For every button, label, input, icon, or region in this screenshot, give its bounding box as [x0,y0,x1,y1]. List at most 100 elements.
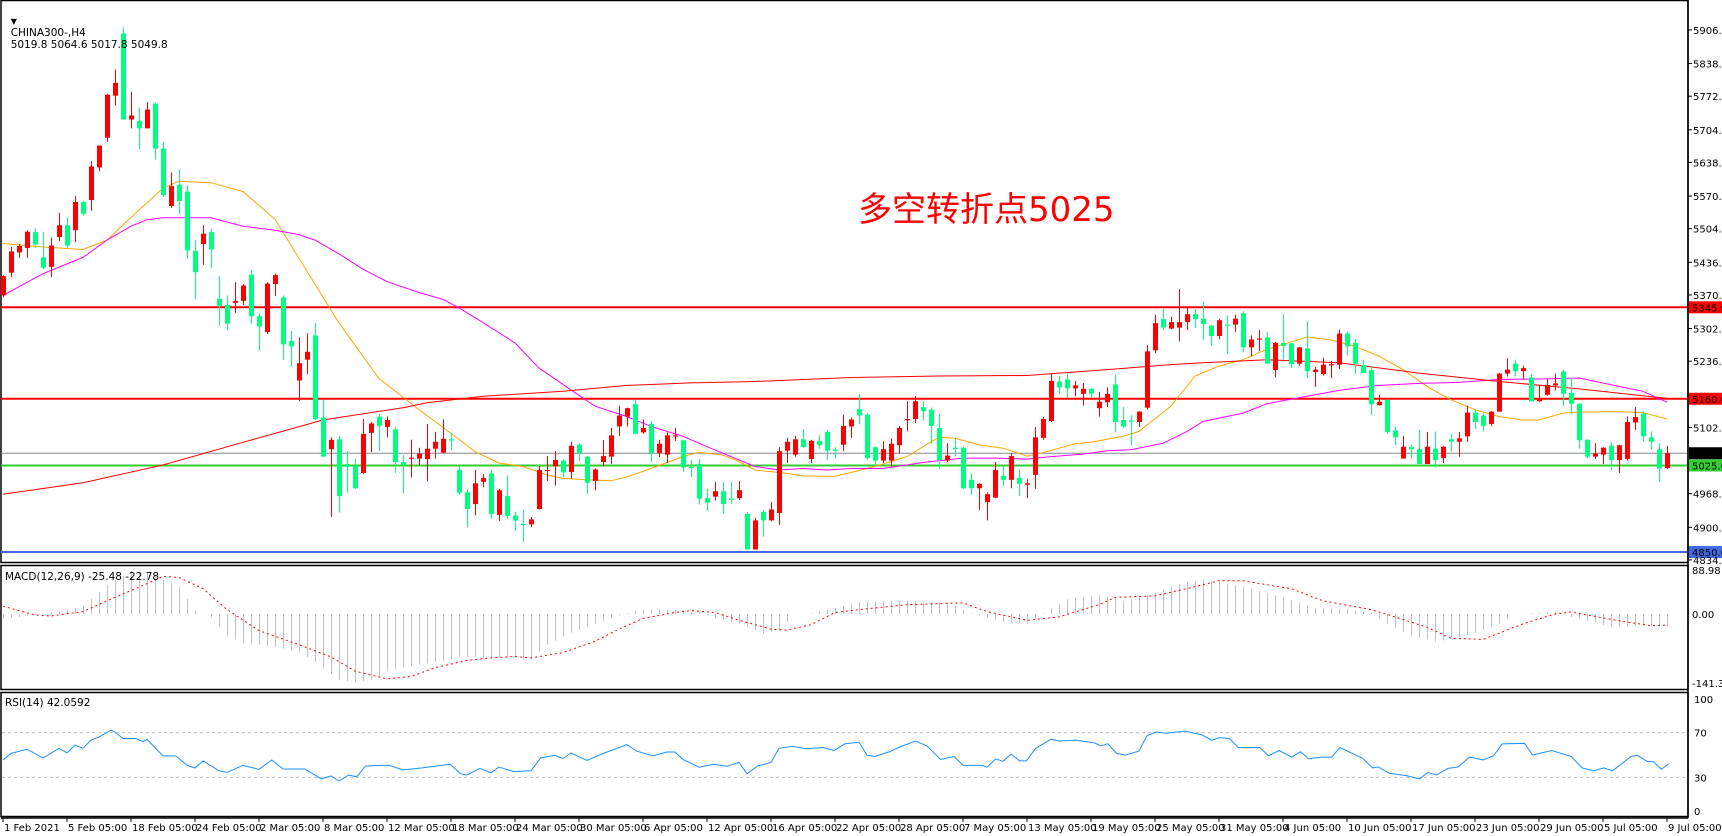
candle-body [377,416,382,426]
candle-body [1161,319,1166,328]
candle-body [1489,411,1494,424]
candle-body [265,283,270,333]
candle-body [1281,342,1286,346]
candle-93 [745,511,750,550]
macd-panel [2,571,1668,683]
price-tick-label: 5436.0 [1693,258,1722,269]
candle-body [49,245,54,267]
candle-body [1249,339,1254,348]
candle-body [9,251,14,273]
candle-body [921,407,926,412]
candle-body [1113,384,1118,422]
candle-body [489,473,494,514]
candle-body [241,285,246,301]
candle-body [601,456,606,463]
candle-body [833,449,838,451]
candle-118 [945,443,950,463]
candle-53 [425,423,430,482]
candle-81 [649,421,654,463]
price-tick-label: 5906.0 [1693,26,1722,37]
candle-body [561,460,566,473]
candle-body [1313,369,1318,373]
time-tick-label: 8 Mar 05:00 [324,823,384,834]
candle-125 [1001,466,1006,487]
candle-129 [1033,426,1038,489]
rsi-line [2,729,1669,782]
candle-62 [497,488,502,521]
candle-206 [1649,431,1654,450]
candle-48 [385,416,390,438]
candle-body [1409,447,1414,450]
candle-body [1521,368,1526,372]
time-tick-label: 10 Jun 05:00 [1348,823,1412,834]
candle-197 [1577,403,1582,449]
candle-115 [921,401,926,421]
macd-tick-label: 0.00 [1692,610,1714,621]
candle-body [385,420,390,427]
candle-18 [145,102,150,129]
dropdown-triangle-icon[interactable]: ▼ [10,17,17,26]
candle-193 [1545,379,1550,396]
candle-65 [521,509,526,543]
candle-body [105,94,110,138]
candle-170 [1361,359,1366,374]
time-tick-label: 22 Apr 05:00 [836,823,901,834]
candle-body [1257,338,1262,340]
candle-24 [193,240,198,300]
level-tag-4850.0 [1689,546,1722,559]
candle-body [1465,412,1470,437]
candle-195 [1561,369,1566,407]
macd-panel-frame [0,564,1689,691]
candle-body [1065,379,1070,389]
candle-body [169,186,174,206]
candle-135 [1081,382,1086,406]
candle-106 [849,417,854,438]
candle-body [497,490,502,515]
level-tag-text: 5160.0 [1692,395,1722,406]
candle-5 [41,232,46,270]
macd-tick-label: -141.39 [1692,679,1722,690]
candle-body [41,257,46,268]
candle-body [57,225,62,238]
candle-body [1545,384,1550,395]
candle-105 [841,414,846,452]
ohlc-readout: 5019.8 5064.6 5017.8 5049.8 [10,39,168,51]
candle-body [1441,446,1446,459]
candle-175 [1401,435,1406,459]
candle-body [361,433,366,473]
candle-23 [185,185,190,259]
candle-body [1369,370,1374,405]
candle-31 [249,269,254,324]
candle-152 [1217,318,1222,340]
candle-body [249,274,254,317]
candle-body [329,439,334,450]
candle-171 [1369,365,1374,416]
price-tick-label: 4900.0 [1693,523,1722,534]
candle-body [185,191,190,251]
candle-190 [1521,365,1526,380]
candle-75 [601,440,606,467]
candle-33 [265,282,270,334]
candle-body [841,425,846,445]
candle-80 [641,419,646,434]
candle-body [729,498,734,500]
candle-117 [937,413,942,469]
candle-145 [1161,308,1166,331]
candle-body [1073,385,1078,389]
candle-126 [1009,453,1014,489]
candle-body [793,439,798,455]
candle-body [17,245,22,253]
candle-128 [1025,479,1030,499]
candle-body [1641,413,1646,437]
candle-139 [1113,375,1118,433]
time-tick-label: 12 Mar 05:00 [388,823,455,834]
candle-body [1297,347,1302,364]
candle-body [1217,320,1222,336]
candle-25 [201,225,206,265]
candle-149 [1193,309,1198,329]
candle-38 [305,333,310,375]
candle-body [1513,363,1518,372]
candle-body [849,419,854,427]
candle-91 [729,481,734,505]
